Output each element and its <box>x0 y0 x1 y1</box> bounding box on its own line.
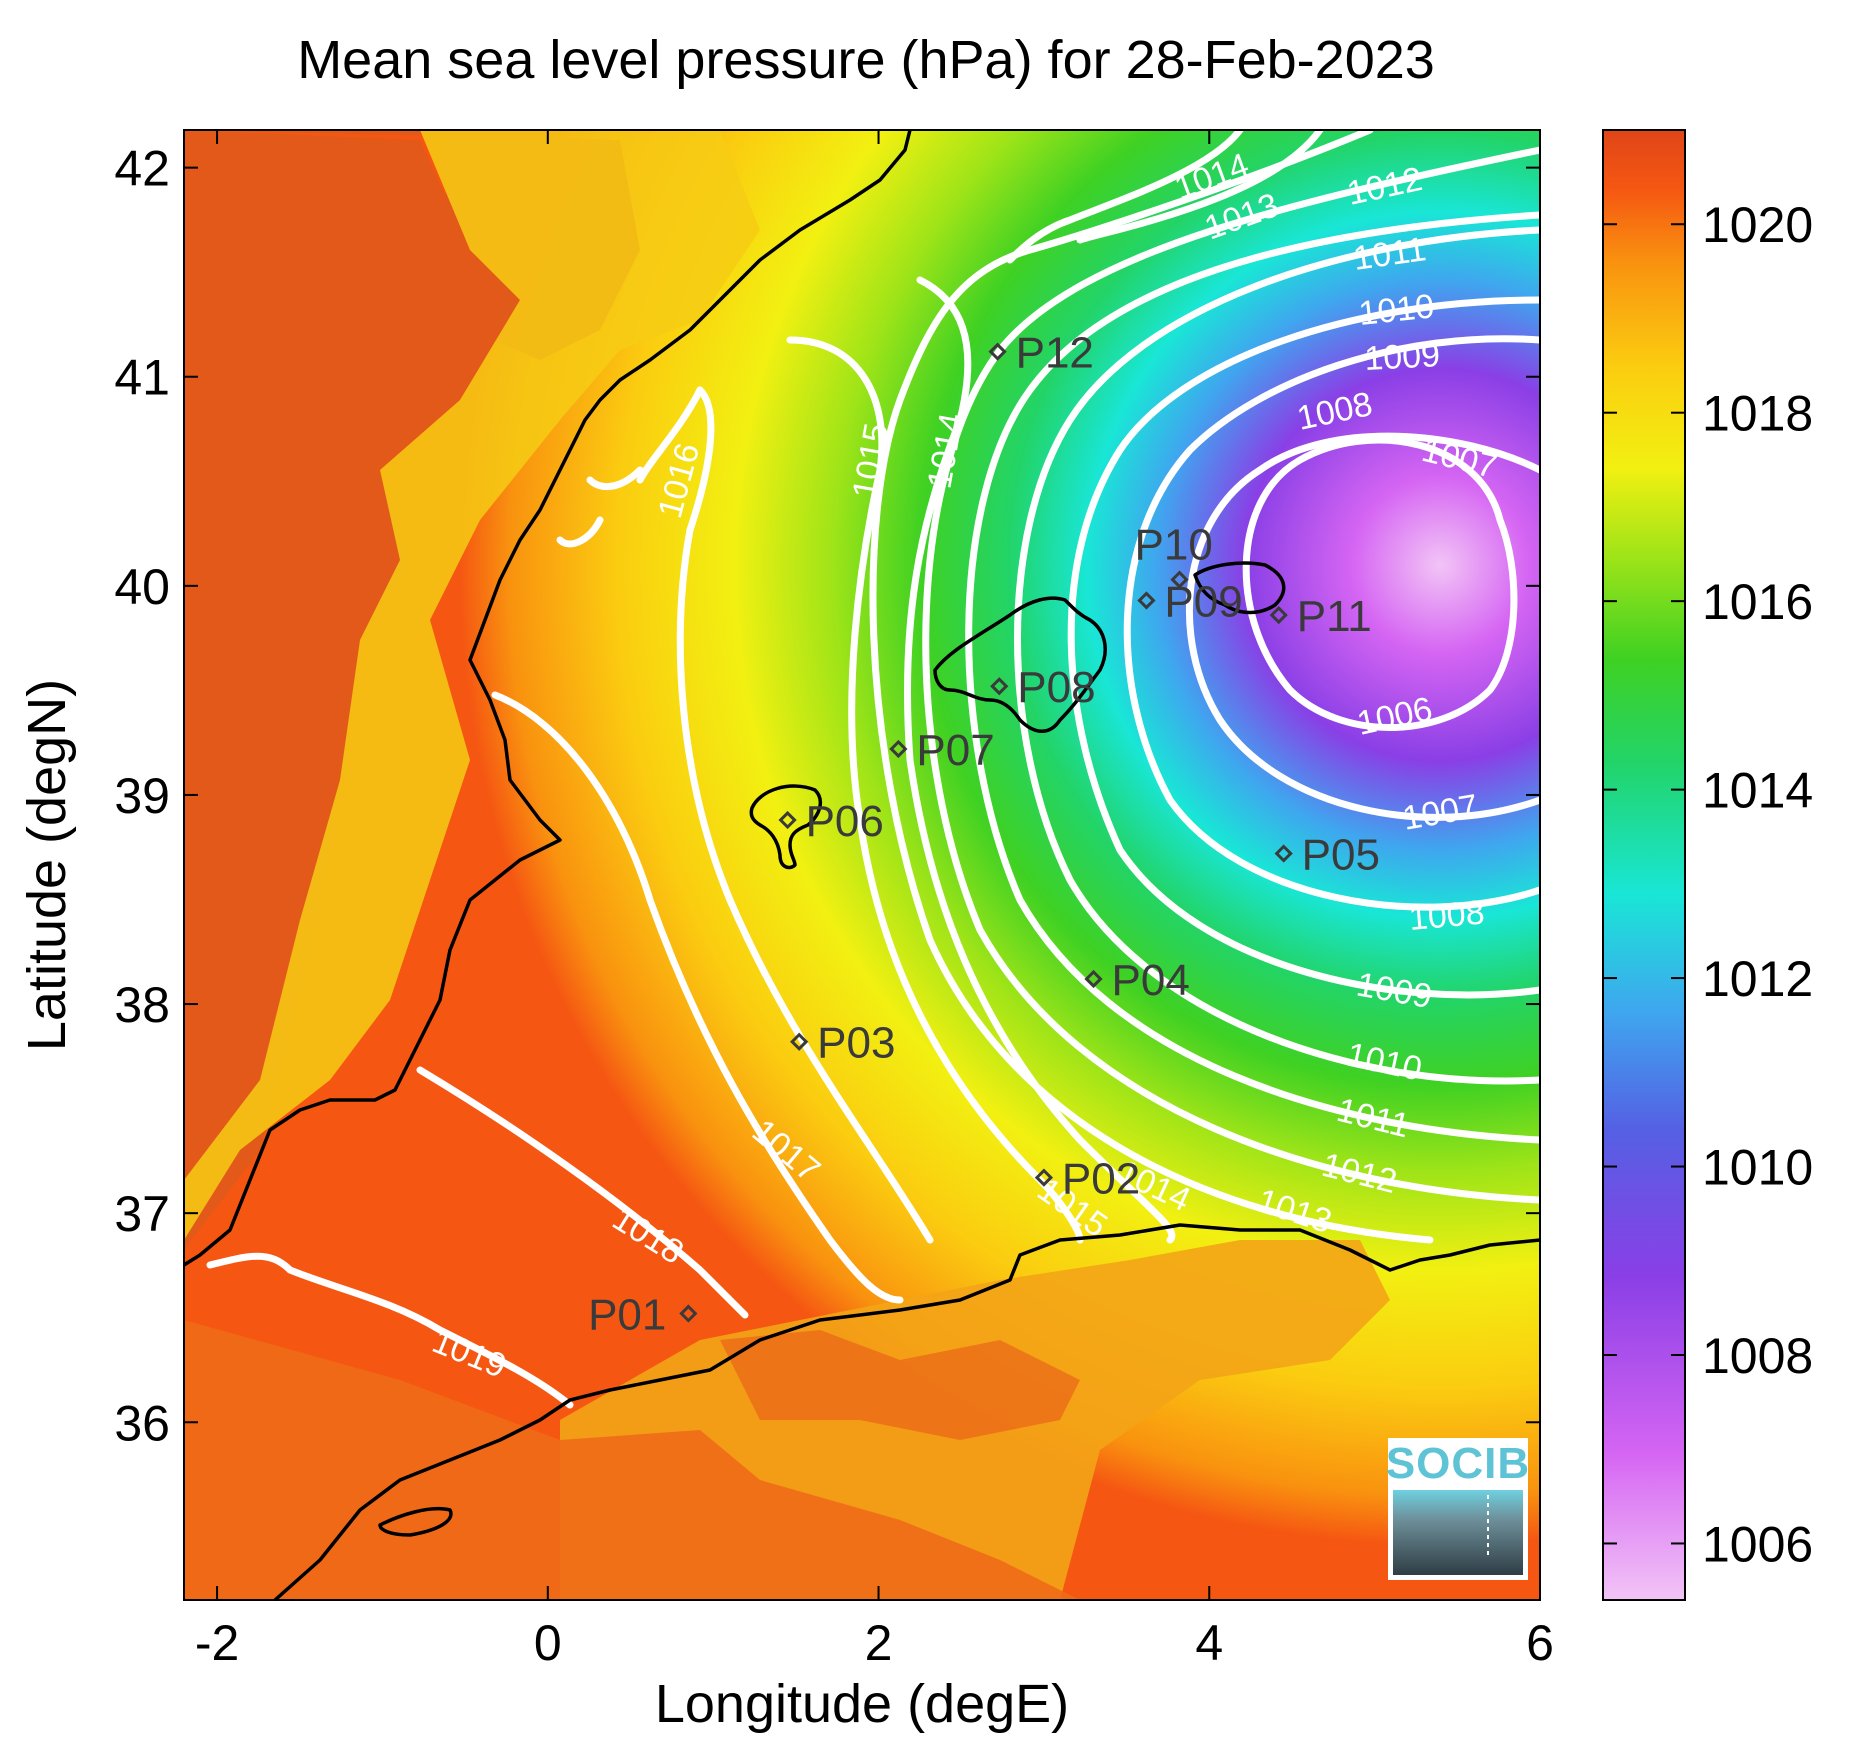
station-marker <box>1137 591 1156 610</box>
isobar-1014-north-east <box>1076 130 1324 244</box>
station-label: P11 <box>1297 592 1372 641</box>
isobar-1009 <box>1067 296 1540 999</box>
station-marker <box>679 1304 698 1323</box>
land-mid-iberia <box>184 130 760 1240</box>
station-label: P07 <box>916 726 994 775</box>
colorbar-gradient <box>1602 129 1686 1601</box>
socib-logo-text: SOCIB <box>1386 1439 1530 1488</box>
isobar-lines <box>206 130 1540 1409</box>
station-label: P08 <box>1017 663 1095 712</box>
colorbar: 1006 1008 1010 1012 1014 1016 1018 1020 <box>1602 129 1813 1601</box>
colorbar-tick-label: 1006 <box>1702 1516 1813 1572</box>
isobar-1011 <box>965 211 1540 1144</box>
x-axis: -2 0 2 4 6 <box>195 130 1554 1671</box>
y-tick-label: 37 <box>114 1186 170 1242</box>
x-axis-label: Longitude (degE) <box>655 1674 1069 1734</box>
isobar-1014-north <box>1006 130 1244 264</box>
y-tick-label: 42 <box>114 141 170 197</box>
station-marker <box>778 810 797 830</box>
chart-title: Mean sea level pressure (hPa) for 28-Feb… <box>297 30 1435 90</box>
plot-frame <box>183 129 1541 1601</box>
station-label: P10 <box>1135 521 1213 570</box>
isobar-1014 <box>903 276 1176 1244</box>
colorbar-tick-label: 1008 <box>1702 1328 1813 1384</box>
station-label: P06 <box>806 797 884 846</box>
isobar-1018 <box>416 1066 749 1319</box>
contour-label: 1010 <box>1357 287 1436 333</box>
coast-north-africa <box>273 1223 1540 1600</box>
x-tick-label: -2 <box>195 1615 239 1671</box>
colorbar-ticks: 1006 1008 1010 1012 1014 1016 1018 1020 <box>1603 197 1813 1572</box>
colorbar-tick-label: 1020 <box>1702 197 1813 253</box>
coast-menorca <box>1193 561 1286 615</box>
coast-alboran-island <box>378 1506 453 1537</box>
station-marker <box>790 1032 809 1051</box>
coastline <box>184 130 1540 1600</box>
x-tick-label: 0 <box>534 1615 562 1671</box>
land-africa-ridges <box>720 1330 1080 1440</box>
y-tick-label: 40 <box>114 559 170 615</box>
station-marker <box>1084 969 1103 989</box>
colorbar-tick-label: 1018 <box>1702 386 1813 442</box>
isobar-1012 <box>922 146 1540 1204</box>
y-axis-label: Latitude (degN) <box>17 679 77 1051</box>
station-marker <box>1274 844 1293 863</box>
contour-label: 1008 <box>1407 894 1486 938</box>
station-marker <box>1034 1168 1054 1187</box>
x-tick-label: 6 <box>1526 1615 1554 1671</box>
station-marker <box>988 342 1007 361</box>
isobar-1013 <box>869 130 1434 1244</box>
isobar-1010 <box>1014 226 1540 1085</box>
station-marker <box>1170 570 1189 589</box>
isobar-1006 <box>1242 436 1518 731</box>
colorbar-tick-label: 1014 <box>1702 763 1813 819</box>
colorbar-tick-label: 1016 <box>1702 574 1813 630</box>
colorbar-tick-label: 1012 <box>1702 951 1813 1007</box>
station-label: P04 <box>1112 956 1190 1005</box>
station-label: P05 <box>1302 830 1380 879</box>
isobar-1016 <box>676 386 934 1244</box>
station-label: P03 <box>817 1019 895 1068</box>
x-tick-label: 2 <box>865 1615 893 1671</box>
coast-iberia <box>184 130 912 1267</box>
station-label: P12 <box>1016 329 1094 378</box>
y-tick-label: 38 <box>114 977 170 1033</box>
y-tick-label: 41 <box>114 350 170 406</box>
isobar-1008 <box>1123 335 1540 911</box>
contour-label: 1009 <box>1363 336 1441 378</box>
socib-logo: SOCIB <box>1386 1438 1530 1580</box>
station-marker <box>889 739 908 759</box>
y-axis: 36 37 38 39 40 41 42 <box>114 141 1540 1451</box>
land-africa-high <box>184 1320 1080 1600</box>
isobar-1007 <box>1185 432 1540 821</box>
isobar-1016-west <box>556 386 704 548</box>
isobar-1017 <box>491 691 904 1304</box>
x-tick-label: 4 <box>1195 1615 1223 1671</box>
station-marker <box>1269 605 1288 625</box>
coast-mallorca <box>933 596 1107 733</box>
y-tick-label: 36 <box>114 1395 170 1451</box>
colorbar-tick-label: 1010 <box>1702 1140 1813 1196</box>
station-marker <box>990 677 1009 696</box>
station-label: P02 <box>1062 1155 1140 1204</box>
station-label: P01 <box>588 1291 666 1340</box>
y-tick-label: 39 <box>114 768 170 824</box>
coast-ibiza <box>749 784 823 870</box>
isobar-1019 <box>206 1252 574 1409</box>
